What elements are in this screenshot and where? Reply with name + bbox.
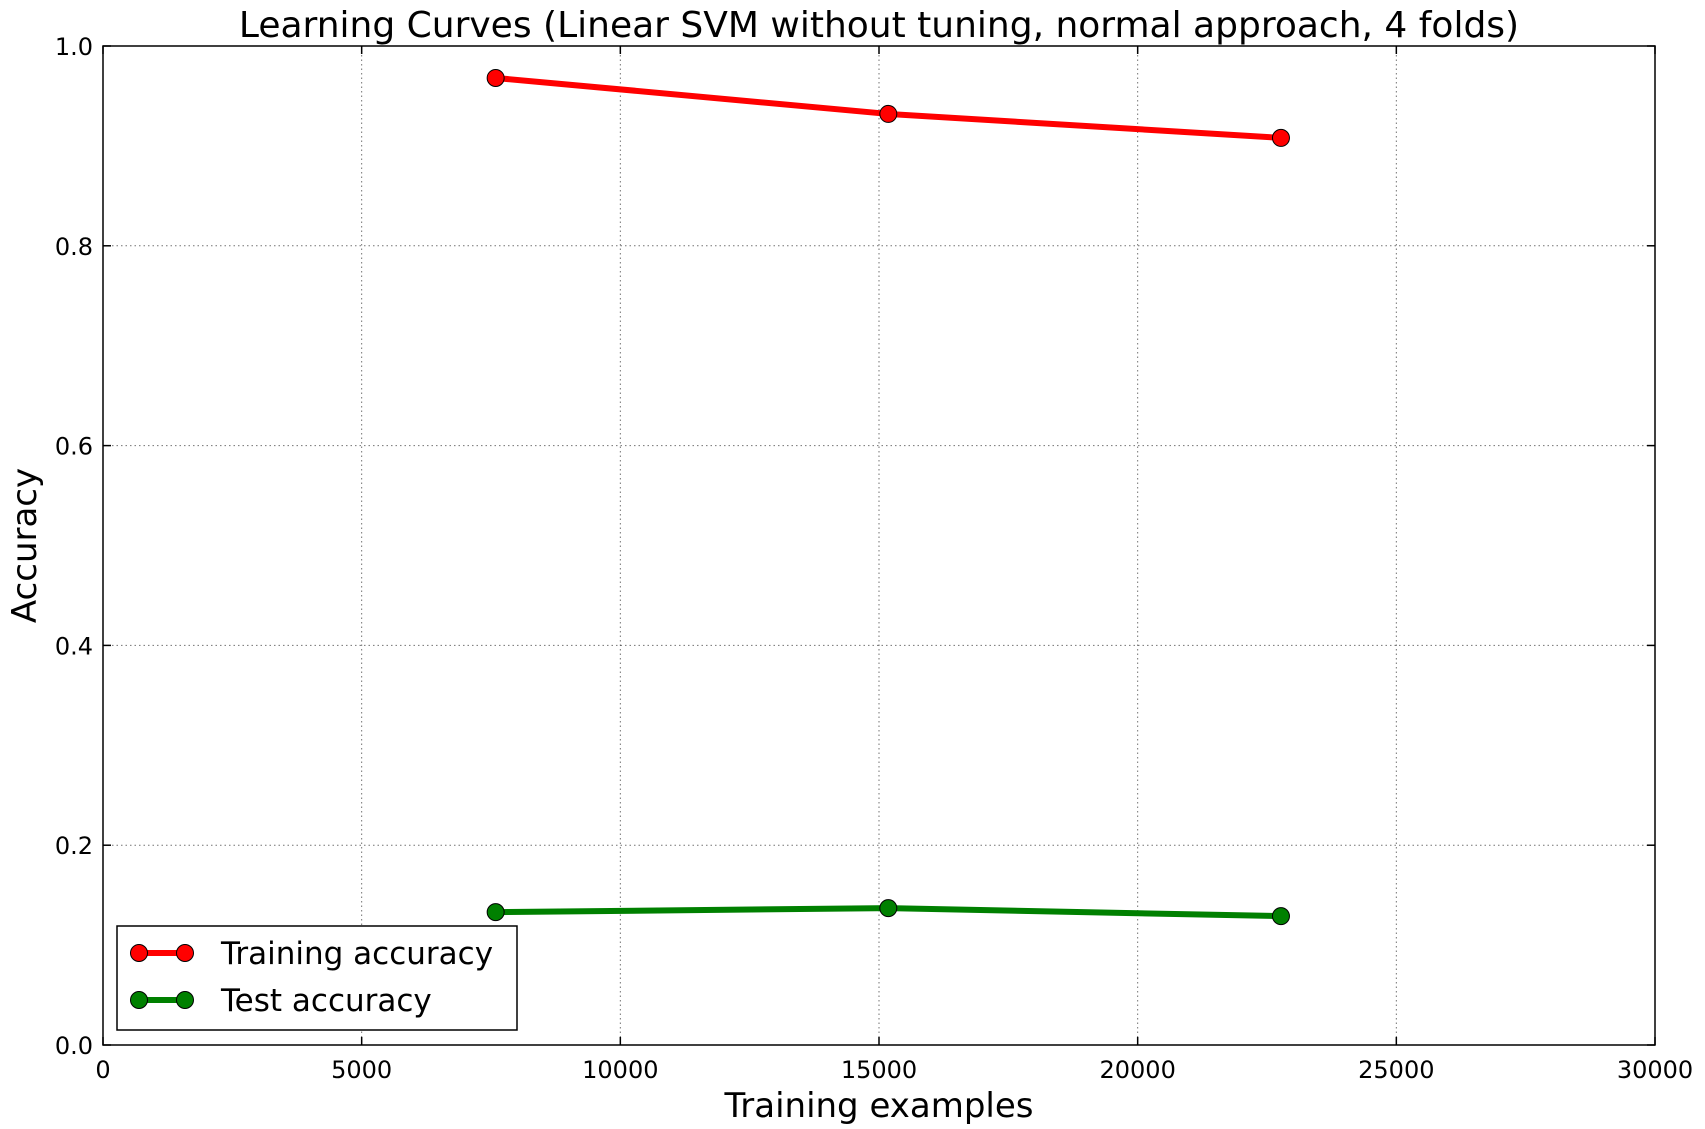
data-point <box>486 68 505 87</box>
data-point <box>1271 128 1290 147</box>
grid-lines <box>103 46 1655 1045</box>
y-tick-label: 0.4 <box>55 632 93 660</box>
y-tick-label: 0.0 <box>55 1032 93 1060</box>
legend-marker <box>176 944 194 962</box>
y-axis-label: Accuracy <box>5 468 45 623</box>
x-axis-label: Training examples <box>723 1086 1033 1126</box>
y-tick-label: 0.8 <box>55 233 93 261</box>
x-tick-label: 25000 <box>1358 1056 1434 1084</box>
x-tick-label: 5000 <box>331 1056 392 1084</box>
legend-marker <box>130 944 148 962</box>
legend-box <box>116 925 518 1031</box>
x-tick-label: 30000 <box>1617 1056 1693 1084</box>
legend-marker <box>130 991 148 1009</box>
data-point <box>486 903 505 922</box>
legend: Training accuracy Test accuracy <box>116 925 518 1031</box>
y-tick-label: 1.0 <box>55 33 93 61</box>
data-point <box>879 104 898 123</box>
x-tick-label: 20000 <box>1099 1056 1175 1084</box>
legend-label: Training accuracy <box>220 936 493 972</box>
legend-label: Test accuracy <box>220 983 432 1019</box>
data-series <box>486 68 1290 926</box>
x-tick-label: 10000 <box>582 1056 658 1084</box>
data-point <box>879 899 898 918</box>
axis-ticks: 0 5000 10000 15000 20000 25000 30000 0.0 0.2 0.4 0… <box>55 33 1693 1084</box>
x-tick-label: 0 <box>95 1056 110 1084</box>
legend-marker <box>176 991 194 1009</box>
data-point <box>1271 907 1290 926</box>
y-tick-label: 0.2 <box>55 832 93 860</box>
y-tick-label: 0.6 <box>55 433 93 461</box>
chart-title: Learning Curves (Linear SVM without tuni… <box>239 5 1519 46</box>
x-tick-label: 15000 <box>841 1056 917 1084</box>
